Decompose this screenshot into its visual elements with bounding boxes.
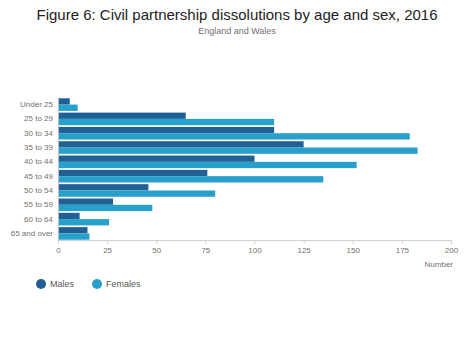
- bar: [58, 219, 109, 225]
- chart: Figure 6: Civil partnership dissolutions…: [0, 0, 474, 339]
- legend-swatch: [92, 279, 102, 289]
- bar: [58, 233, 89, 239]
- x-tick: 0: [56, 240, 61, 255]
- bars: [58, 98, 418, 239]
- bar: [58, 105, 78, 111]
- legend-swatch: [36, 279, 46, 289]
- x-tick: 75: [201, 240, 210, 255]
- bar: [58, 133, 410, 139]
- bar: [58, 205, 152, 211]
- bar: [58, 213, 80, 219]
- bar: [58, 198, 113, 204]
- title: Figure 6: Civil partnership dissolutions…: [36, 6, 437, 23]
- y-tick-label: 50 to 54: [24, 186, 53, 195]
- y-tick-label: 30 to 34: [24, 129, 53, 138]
- x-tick: 100: [248, 240, 262, 255]
- x-axis-title: Number: [425, 260, 454, 269]
- x-tick-mark: [451, 240, 452, 244]
- bar: [58, 162, 357, 168]
- x-axis: 0 25 50 75 100 125 150 175 200: [56, 240, 458, 255]
- x-tick: 200: [445, 240, 459, 255]
- legend: Males Females: [36, 279, 141, 289]
- y-tick: 30 to 34: [24, 129, 58, 138]
- legend-label: Males: [50, 279, 75, 289]
- bar: [58, 141, 304, 147]
- y-axis: Under 25 25 to 29 30 to 34 35 to 39 40 to 44…: [11, 99, 59, 241]
- y-tick-label: 35 to 39: [24, 143, 53, 152]
- bar: [58, 184, 148, 190]
- bar: [58, 127, 274, 133]
- plot: 0 25 50 75 100 125 150 175 200 Under 25 25 to 29 30…: [11, 98, 459, 254]
- y-tick-label: 40 to 44: [24, 157, 53, 166]
- y-tick-label: 25 to 29: [24, 114, 53, 123]
- x-tick: 175: [396, 240, 410, 255]
- x-tick-label: 175: [396, 246, 410, 255]
- x-tick-mark: [205, 240, 206, 244]
- bar: [58, 156, 255, 162]
- y-tick-label: 65 and over: [11, 229, 54, 238]
- y-tick-label: 55 to 59: [24, 200, 53, 209]
- x-tick-mark: [402, 240, 403, 244]
- x-tick-label: 50: [152, 246, 161, 255]
- y-tick: 60 to 64: [24, 215, 58, 224]
- subtitle: England and Wales: [198, 26, 276, 36]
- y-tick: 35 to 39: [24, 143, 58, 152]
- bar: [58, 227, 87, 233]
- x-tick-mark: [107, 240, 108, 244]
- y-tick-label: 60 to 64: [24, 215, 53, 224]
- y-tick: Under 25: [20, 100, 58, 109]
- x-tick-mark: [58, 240, 59, 244]
- y-tick-label: Under 25: [20, 100, 53, 109]
- x-tick-label: 100: [248, 246, 262, 255]
- x-tick-label: 200: [445, 246, 459, 255]
- y-tick: 55 to 59: [24, 200, 58, 209]
- y-tick: 40 to 44: [24, 157, 58, 166]
- x-tick: 50: [152, 240, 161, 255]
- bar: [58, 98, 70, 104]
- x-tick-label: 25: [103, 246, 112, 255]
- bar: [58, 148, 418, 154]
- x-tick: 150: [347, 240, 361, 255]
- bar: [58, 170, 207, 176]
- bar: [58, 190, 215, 196]
- x-tick: 25: [103, 240, 112, 255]
- y-axis-line: [58, 99, 59, 241]
- legend-item: Males: [36, 279, 75, 289]
- y-tick: 50 to 54: [24, 186, 58, 195]
- x-tick-label: 150: [347, 246, 361, 255]
- x-tick-label: 75: [201, 246, 210, 255]
- x-tick: 125: [297, 240, 311, 255]
- y-tick-label: 45 to 49: [24, 172, 53, 181]
- legend-item: Females: [92, 279, 141, 289]
- y-tick: 25 to 29: [24, 114, 58, 123]
- x-tick-label: 0: [56, 246, 61, 255]
- y-tick: 65 and over: [11, 229, 58, 238]
- x-tick-mark: [156, 240, 157, 244]
- x-tick-mark: [304, 240, 305, 244]
- bar: [58, 113, 186, 119]
- y-tick: 45 to 49: [24, 172, 58, 181]
- x-tick-label: 125: [297, 246, 311, 255]
- bar: [58, 119, 274, 125]
- x-tick-mark: [255, 240, 256, 244]
- legend-label: Females: [106, 279, 141, 289]
- bar: [58, 176, 323, 182]
- x-tick-mark: [353, 240, 354, 244]
